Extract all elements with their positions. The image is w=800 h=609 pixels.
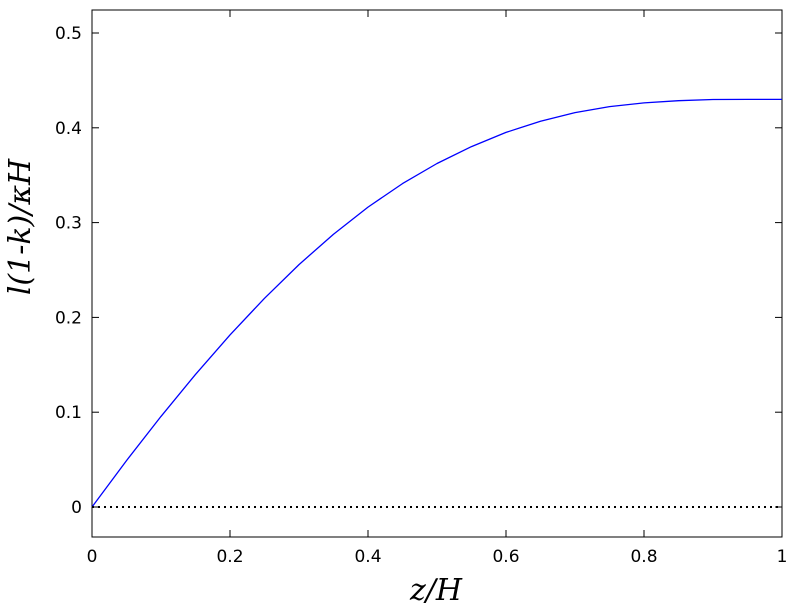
x-ticks: 0 0.2 0.4 0.6 0.8 1 (87, 10, 788, 567)
y-tick-label: 0.2 (55, 308, 82, 328)
plot-frame (91, 9, 783, 538)
y-tick-label: 0.4 (55, 119, 82, 139)
x-tick-label: 0.4 (354, 547, 381, 567)
y-tick-label: 0.3 (55, 214, 82, 234)
x-tick-label: 1 (777, 547, 788, 567)
x-axis-title: z/H (409, 573, 463, 608)
x-tick-label: 0.8 (630, 547, 657, 567)
curve-line (91, 98, 782, 508)
y-tick-label: 0.1 (55, 403, 82, 423)
x-tick-label: 0.2 (216, 547, 243, 567)
y-tick-label: 0 (71, 498, 82, 518)
y-tick-label: 0.5 (55, 24, 82, 44)
series-layer (91, 98, 782, 508)
y-axis-title: l(1-k)/κH (3, 158, 38, 295)
x-tick-label: 0 (87, 547, 98, 567)
x-tick-label: 0.6 (492, 547, 519, 567)
y-ticks: 0 0.1 0.2 0.3 0.4 0.5 (55, 24, 782, 518)
